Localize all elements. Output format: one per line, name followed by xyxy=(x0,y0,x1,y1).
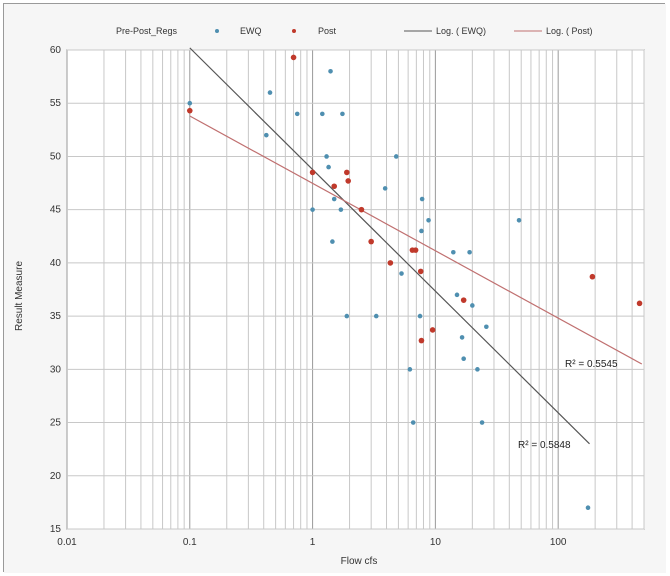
point-post xyxy=(344,169,350,176)
point-post xyxy=(589,273,596,280)
point-ewq xyxy=(467,249,472,255)
legend-title: Pre-Post_Regs xyxy=(116,26,178,36)
point-ewq xyxy=(484,324,489,330)
point-ewq xyxy=(426,218,431,223)
point-ewq xyxy=(340,111,345,117)
legend-label-post: Post xyxy=(318,26,337,36)
data-points xyxy=(186,54,643,511)
tick-labels: 15 20 25 30 35 40 45 50 55 60 0.01 0.1 1 10 100 xyxy=(50,45,567,548)
point-post xyxy=(417,268,424,275)
point-ewq xyxy=(267,90,273,95)
y-tick-label: 50 xyxy=(50,151,62,162)
y-tick-label: 20 xyxy=(50,471,62,482)
trendline-ewq xyxy=(189,47,590,445)
y-tick-label: 25 xyxy=(50,418,62,429)
point-ewq xyxy=(330,239,335,244)
legend-label-ewq-trend: Log. ( EWQ) xyxy=(436,26,486,36)
point-ewq xyxy=(328,68,333,74)
y-tick-label: 35 xyxy=(50,311,62,322)
point-ewq xyxy=(382,186,388,191)
point-ewq xyxy=(331,196,337,202)
point-ewq xyxy=(399,271,404,276)
point-ewq xyxy=(479,420,485,425)
point-post xyxy=(331,183,338,190)
point-post xyxy=(358,206,365,213)
point-post xyxy=(636,300,643,307)
point-ewq xyxy=(410,420,416,425)
point-ewq xyxy=(419,196,425,202)
point-ewq xyxy=(324,154,329,159)
legend-marker-ewq xyxy=(215,29,219,33)
point-ewq xyxy=(310,207,315,212)
point-post xyxy=(412,247,419,253)
grid-lines xyxy=(66,49,645,530)
point-post xyxy=(429,327,436,333)
x-axis-title: Flow cfs xyxy=(341,556,378,567)
x-tick-label: 10 xyxy=(430,537,442,548)
point-ewq xyxy=(373,313,379,319)
x-tick-label: 0.1 xyxy=(183,537,197,548)
legend-marker-post xyxy=(292,29,296,33)
legend-label-ewq: EWQ xyxy=(240,26,262,36)
y-tick-label: 60 xyxy=(50,45,62,56)
y-axis-title: Result Measure xyxy=(14,261,25,331)
point-ewq xyxy=(393,154,399,159)
point-post xyxy=(418,337,425,344)
point-ewq xyxy=(419,228,424,234)
point-ewq xyxy=(407,367,413,372)
legend: Pre-Post_Regs EWQ Post Log. ( EWQ) Log. … xyxy=(116,26,593,36)
point-post xyxy=(387,260,394,266)
point-post xyxy=(290,54,297,61)
x-tick-label: 100 xyxy=(550,537,567,548)
y-tick-label: 45 xyxy=(50,205,62,216)
point-ewq xyxy=(344,313,350,319)
point-ewq xyxy=(475,367,480,372)
y-tick-label: 55 xyxy=(50,98,62,109)
point-ewq xyxy=(585,505,591,511)
trendlines xyxy=(189,47,643,445)
point-post xyxy=(460,297,467,303)
y-tick-label: 30 xyxy=(50,364,62,375)
x-tick-label: 1 xyxy=(310,537,316,548)
r-squared-ewq: R² = 0.5848 xyxy=(518,440,571,451)
point-ewq xyxy=(264,132,269,138)
point-ewq xyxy=(326,164,331,170)
y-tick-label: 40 xyxy=(50,258,62,269)
chart-frame: Pre-Post_Regs EWQ Post Log. ( EWQ) Log. … xyxy=(3,3,666,573)
point-ewq xyxy=(417,313,423,319)
point-ewq xyxy=(459,335,465,340)
point-ewq xyxy=(470,303,475,308)
point-ewq xyxy=(454,292,460,298)
y-tick-label: 15 xyxy=(50,524,62,535)
point-ewq xyxy=(461,356,466,361)
point-ewq xyxy=(451,249,456,255)
point-ewq xyxy=(516,218,522,223)
point-post xyxy=(186,107,193,114)
trendline-post xyxy=(189,115,643,365)
r-squared-post: R² = 0.5545 xyxy=(565,359,618,370)
legend-label-post-trend: Log. ( Post) xyxy=(546,26,593,36)
point-ewq xyxy=(338,207,344,212)
x-tick-label: 0.01 xyxy=(57,537,77,548)
point-post xyxy=(309,169,316,176)
point-post xyxy=(345,178,351,184)
scatter-chart: Pre-Post_Regs EWQ Post Log. ( EWQ) Log. … xyxy=(4,4,666,573)
point-ewq xyxy=(320,111,325,117)
point-ewq xyxy=(294,111,300,117)
point-post xyxy=(368,238,374,245)
plot-area xyxy=(66,49,645,530)
point-ewq xyxy=(187,100,193,106)
